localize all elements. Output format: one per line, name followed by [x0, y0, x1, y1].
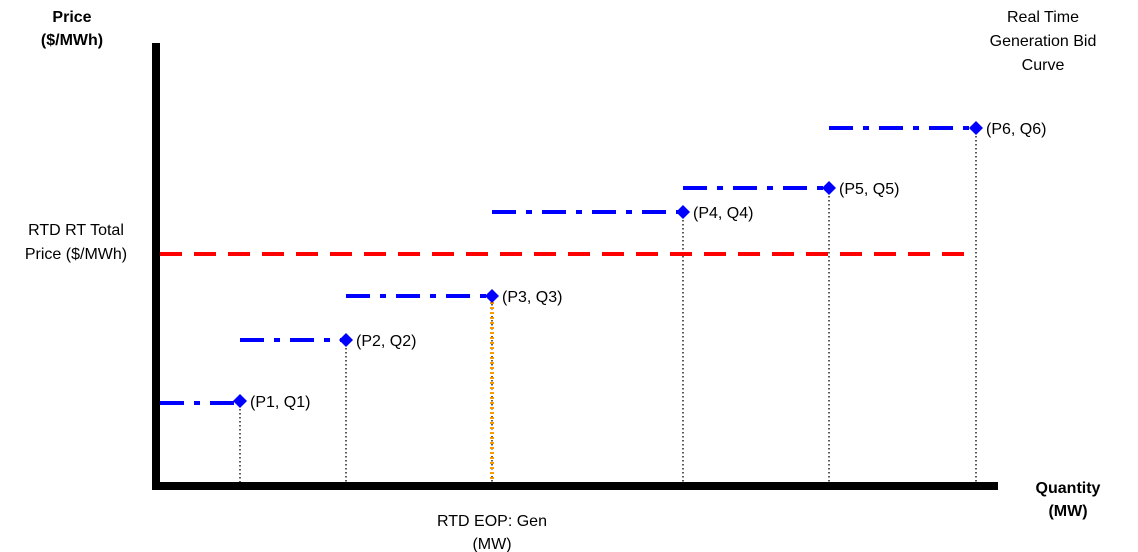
bid-point-3 — [485, 289, 499, 303]
eop-line-label-line-2: (MW) — [472, 536, 511, 552]
bid-point-label-1: (P1, Q1) — [250, 394, 310, 411]
bid-point-4 — [676, 205, 690, 219]
bid-point-label-5: (P5, Q5) — [839, 181, 899, 198]
price-line-label-line-1: RTD RT Total — [28, 222, 124, 239]
bid-point-label-3: (P3, Q3) — [502, 289, 562, 306]
bid-point-label-4: (P4, Q4) — [693, 205, 753, 222]
price-line-label-line-2: Price ($/MWh) — [25, 246, 127, 263]
eop-line-label-line-1: RTD EOP: Gen — [437, 513, 547, 530]
series-label-line-1: Real Time — [1007, 9, 1079, 26]
bid-point-1 — [233, 394, 247, 408]
x-axis-label-line-2: (MW) — [1048, 503, 1087, 520]
y-axis-label-line-2: ($/MWh) — [41, 32, 103, 49]
y-axis-label-line-1: Price — [52, 9, 91, 26]
bid-point-5 — [822, 181, 836, 195]
bid-point-6 — [969, 121, 983, 135]
bid-point-label-6: (P6, Q6) — [986, 121, 1046, 138]
series-label-line-2: Generation Bid — [990, 33, 1097, 50]
chart-marks: (P1, Q1) (P2, Q2) (P3, Q3) (P4, Q4) (P5, Q5)… — [160, 121, 1046, 482]
x-axis-label-line-1: Quantity — [1036, 480, 1101, 497]
series-label-line-3: Curve — [1022, 57, 1065, 74]
bid-point-label-2: (P2, Q2) — [356, 333, 416, 350]
bid-point-2 — [339, 333, 353, 347]
